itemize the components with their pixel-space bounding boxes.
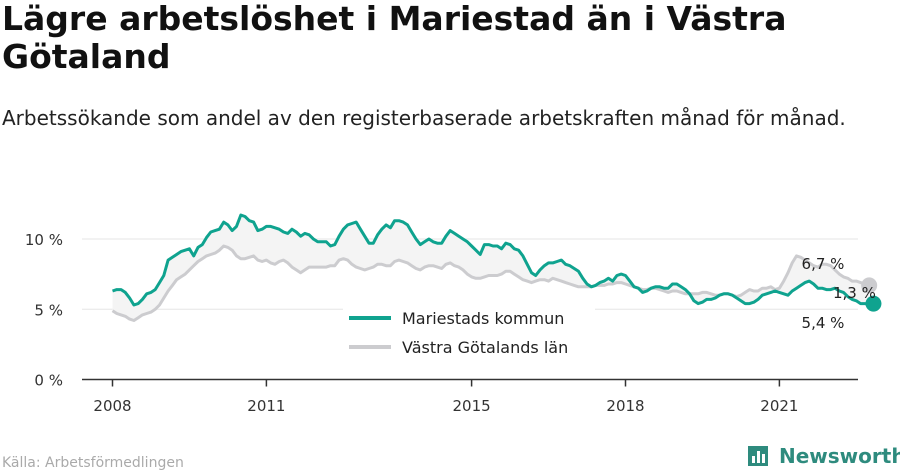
- x-tick-label: 2018: [606, 397, 644, 415]
- end-point-mariestads-kommun: [865, 295, 882, 312]
- legend-background: [343, 302, 595, 364]
- legend-label-vastra-gotalands-lan: Västra Götalands län: [402, 338, 568, 357]
- end-point-vastra-gotalands-lan: [861, 277, 878, 294]
- y-tick-label: 0 %: [34, 372, 63, 390]
- x-tick-label: 2021: [760, 397, 798, 415]
- y-tick-label: 10 %: [25, 231, 63, 249]
- difference-label: 1,3 %: [833, 284, 876, 302]
- newsworthy-logo-icon: [748, 446, 768, 466]
- x-tick-label: 2008: [93, 397, 131, 415]
- end-label-vastra-gotalands-lan: 6,7 %: [802, 255, 845, 273]
- x-tick-label: 2015: [453, 397, 491, 415]
- gap-area: [112, 215, 870, 321]
- series-line-mariestads-kommun: [112, 213, 874, 307]
- x-axis-ticks: 2008 2011 2015 2018 2021: [93, 379, 798, 415]
- end-label-mariestads-kommun: 5,4 %: [802, 314, 845, 332]
- series-line-vastra-gotalands-lan: [111, 244, 870, 322]
- legend-label-mariestads-kommun: Mariestads kommun: [402, 309, 564, 328]
- brand: Newsworthy: [745, 441, 900, 471]
- y-tick-label: 5 %: [34, 301, 63, 319]
- chart-legend: Mariestads kommun Västra Götalands län: [343, 302, 595, 364]
- y-axis-ticks: 0 % 5 % 10 %: [25, 231, 63, 390]
- x-tick-label: 2011: [247, 397, 285, 415]
- page-subtitle: Arbetssökande som andel av den registerb…: [2, 106, 846, 130]
- page-title: Lägre arbetslöshet i Mariestad än i Väst…: [2, 0, 787, 76]
- source-note: Källa: Arbetsförmedlingen: [2, 455, 184, 471]
- brand-name: Newsworthy: [779, 444, 900, 468]
